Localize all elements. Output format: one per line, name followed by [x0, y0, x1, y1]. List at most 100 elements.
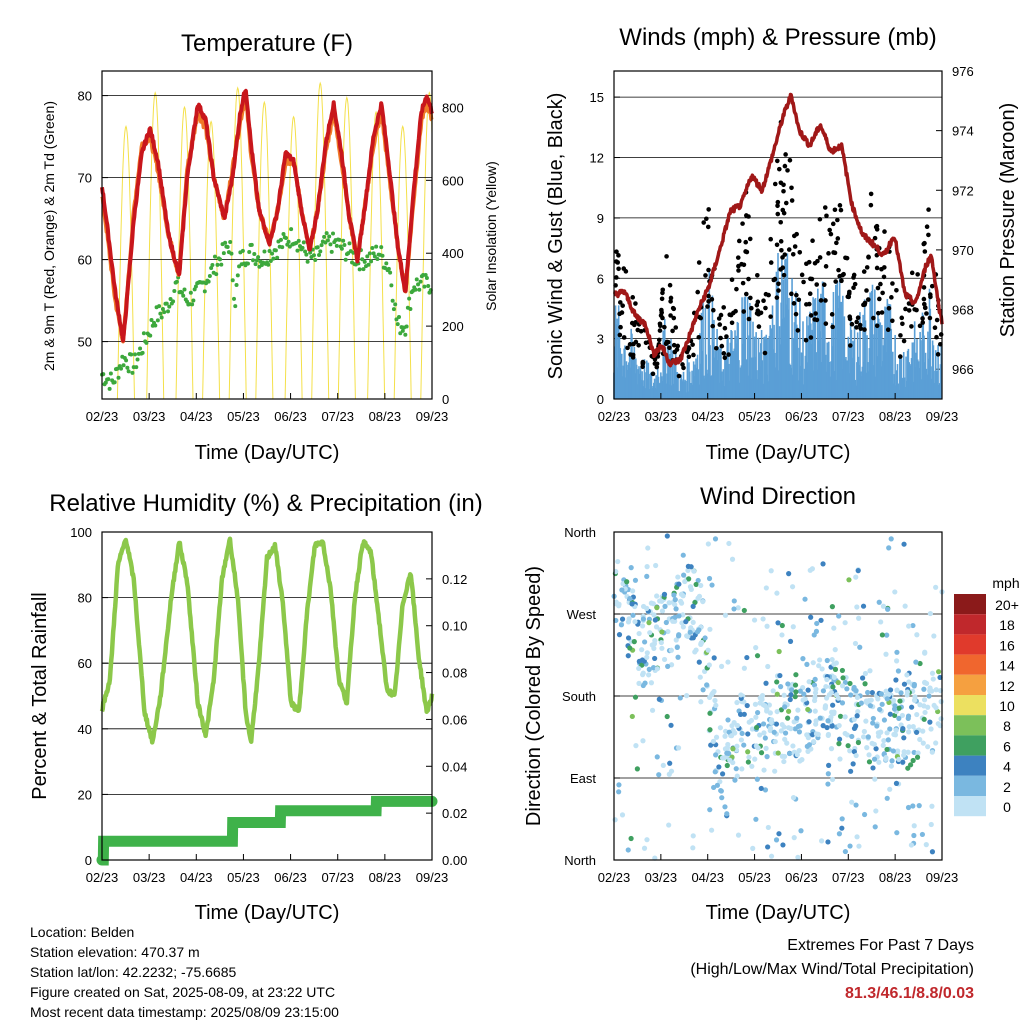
dewpoint-point — [371, 251, 376, 256]
humidity-ytick-label: 20 — [78, 787, 92, 802]
wind-direction-point — [707, 626, 713, 632]
wind-direction-point — [754, 653, 761, 659]
dewpoint-point — [424, 275, 429, 280]
wind-direction-point — [885, 606, 891, 612]
legend-swatch — [954, 735, 986, 756]
wind-direction-point — [640, 616, 647, 622]
gust-point — [875, 310, 881, 316]
wind-direction-point — [619, 587, 625, 593]
gust-point — [858, 326, 864, 331]
figure-created: Figure created on Sat, 2025-08-09, at 23… — [30, 984, 336, 1000]
gust-point — [906, 308, 912, 313]
dewpoint-point — [108, 371, 113, 376]
wind-direction-point — [758, 750, 765, 756]
wind-direction-point — [741, 699, 747, 705]
wind-direction-point — [768, 717, 775, 723]
wind-direction-point — [832, 666, 839, 672]
wind-direction-point — [698, 699, 704, 705]
dewpoint-point — [303, 249, 308, 254]
wind-direction-point — [893, 727, 899, 733]
wind-direction-point — [732, 777, 738, 783]
wind-direction-point — [706, 662, 712, 668]
gust-point — [783, 200, 789, 206]
gust-point — [792, 244, 798, 249]
wind-direction-point — [761, 767, 767, 773]
wind-direction-point — [779, 632, 785, 638]
dewpoint-point — [164, 301, 169, 306]
wind-direction-point — [809, 731, 816, 738]
legend-label: 0 — [1003, 799, 1011, 815]
dewpoint-point — [362, 259, 367, 264]
wind-direction-point — [794, 752, 800, 758]
gust-point — [621, 335, 627, 340]
wind-direction-point — [895, 668, 902, 674]
gust-point — [777, 166, 782, 172]
gust-point — [710, 323, 716, 329]
wind-direction-point — [847, 680, 853, 687]
wind-direction-point — [857, 644, 863, 650]
gust-point — [768, 314, 773, 319]
gust-point — [706, 267, 711, 273]
gust-point — [851, 272, 857, 278]
gust-point — [696, 334, 702, 340]
wind-direction-point — [830, 684, 836, 690]
gust-point — [664, 254, 669, 259]
wind-direction-point — [880, 603, 887, 609]
wind-direction-point — [824, 676, 830, 683]
gust-point — [854, 325, 859, 330]
gust-point — [664, 339, 670, 345]
wind-direction-point — [887, 711, 893, 717]
wind-direction-point — [661, 591, 668, 597]
wind-direction-point — [931, 633, 937, 639]
dewpoint-point — [397, 314, 401, 319]
dewpoint-point — [337, 237, 342, 242]
wind-direction-point — [760, 616, 766, 622]
gust-point — [785, 168, 790, 173]
dewpoint-point — [141, 331, 146, 336]
humidity-ytick-label: 0 — [85, 853, 92, 868]
dewpoint-point — [366, 262, 371, 267]
wind-direction-point — [862, 681, 868, 687]
wind-direction-point — [800, 697, 806, 703]
dewpoint-point — [134, 365, 139, 370]
wind-direction-point — [860, 603, 867, 609]
temperature-xtick-label: 08/23 — [369, 409, 402, 424]
gust-point — [771, 277, 777, 283]
wind-direction-point — [898, 690, 904, 696]
wind-direction-point — [782, 704, 788, 710]
wind-direction-point — [847, 748, 853, 754]
gust-point — [901, 338, 907, 344]
gust-point — [789, 291, 794, 297]
wind-direction-point — [745, 731, 751, 737]
winds-y2tick-label: 970 — [952, 243, 974, 258]
legend-label: 12 — [999, 678, 1015, 694]
gust-point — [909, 270, 915, 276]
gust-point — [921, 285, 927, 290]
wind-direction-point — [796, 747, 802, 754]
wind-direction-point — [762, 735, 768, 741]
direction-ytick-label: North — [564, 525, 596, 540]
gust-point — [812, 260, 818, 266]
wind-direction-point — [842, 730, 848, 737]
legend-swatch — [954, 755, 986, 776]
dewpoint-point — [296, 238, 301, 243]
wind-speed-legend: 20+ 18 16 14 12 10 8 6 4 2 0 — [954, 594, 1019, 817]
wind-direction-point — [741, 607, 747, 614]
wind-direction-point — [696, 659, 702, 665]
dewpoint-point — [273, 248, 278, 253]
wind-direction-point — [668, 662, 675, 668]
dewpoint-point — [247, 250, 252, 255]
wind-direction-point — [817, 715, 823, 721]
wind-direction-point — [663, 619, 669, 626]
wind-direction-point — [900, 759, 906, 765]
winds-xlabel: Time (Day/UTC) — [706, 442, 851, 464]
wind-direction-point — [782, 736, 788, 742]
gust-point — [868, 202, 874, 208]
gust-point — [709, 297, 715, 302]
gust-point — [755, 299, 761, 305]
wind-direction-point — [724, 745, 731, 751]
wind-direction-point — [645, 545, 651, 551]
wind-direction-point — [853, 574, 859, 580]
wind-direction-point — [762, 787, 769, 793]
temperature-y2tick-label: 200 — [442, 319, 464, 334]
